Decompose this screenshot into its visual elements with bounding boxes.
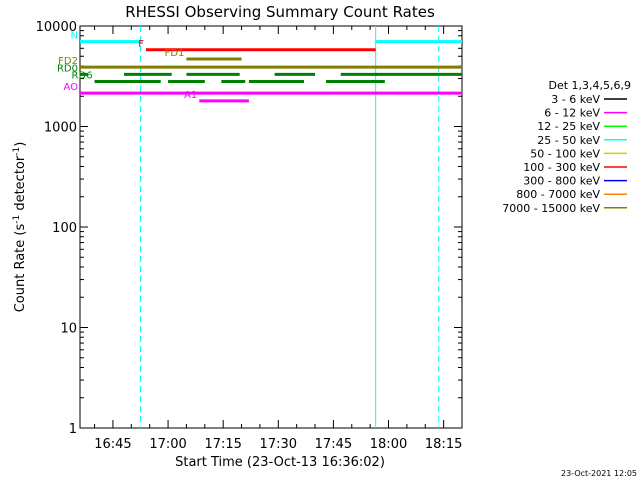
flag-label: FD2 — [58, 56, 78, 67]
legend-label: 25 - 50 keV — [537, 134, 600, 147]
legend-label: 3 - 6 keV — [551, 93, 600, 106]
x-tick-label: 17:15 — [204, 437, 241, 452]
legend-label: 7000 - 15000 keV — [502, 202, 600, 215]
legend-title: Det 1,3,4,5,6,9 — [548, 79, 631, 92]
footer-timestamp: 23-Oct-2021 12:05 — [561, 469, 637, 478]
y-axis-label-sup2: -1 — [12, 147, 22, 156]
flag-label: RD6 — [72, 71, 93, 82]
flag-label: A1 — [184, 90, 197, 101]
legend-label: 6 - 12 keV — [544, 107, 600, 120]
x-axis-label: Start Time (23-Oct-13 16:36:02) — [175, 455, 385, 470]
legend-label: 800 - 7000 keV — [516, 188, 600, 201]
y-tick-label: 10000 — [36, 20, 77, 35]
chart-title: RHESSI Observing Summary Count Rates — [125, 3, 435, 21]
y-tick-label: 1 — [69, 422, 77, 437]
x-tick-label: 17:30 — [260, 437, 297, 452]
plot-area: 1 10 100 1000 10000 16:45 17:00 17:15 17:30 17:4… — [36, 20, 463, 452]
y-axis-label-sup1: -1 — [12, 215, 22, 224]
flag-label: F — [138, 39, 144, 50]
legend-label: 300 - 800 keV — [523, 175, 600, 188]
x-tick-label: 17:00 — [149, 437, 186, 452]
flag-label: N — [71, 31, 78, 42]
flag-label: AO — [63, 82, 78, 93]
flag-label: FD1 — [165, 48, 185, 59]
x-tick-label: 16:45 — [94, 437, 131, 452]
x-tick-label: 18:15 — [425, 437, 462, 452]
y-tick-label: 1000 — [44, 121, 77, 136]
legend-label: 100 - 300 keV — [523, 161, 600, 174]
x-tick-label: 17:45 — [315, 437, 352, 452]
y-axis-label: Count Rate (s-1 detector-1) — [12, 142, 28, 313]
legend-label: 50 - 100 keV — [530, 147, 600, 160]
y-tick-label: 10 — [60, 322, 77, 337]
y-axis-ticks: 1 10 100 1000 10000 — [36, 20, 462, 437]
y-tick-label: 100 — [52, 221, 77, 236]
legend-label: 12 - 25 keV — [537, 120, 600, 133]
x-axis-ticks: 16:45 17:00 17:15 17:30 17:45 18:00 18:15 — [94, 26, 463, 452]
flag-label: RD0 — [57, 63, 78, 74]
x-tick-label: 18:00 — [370, 437, 407, 452]
